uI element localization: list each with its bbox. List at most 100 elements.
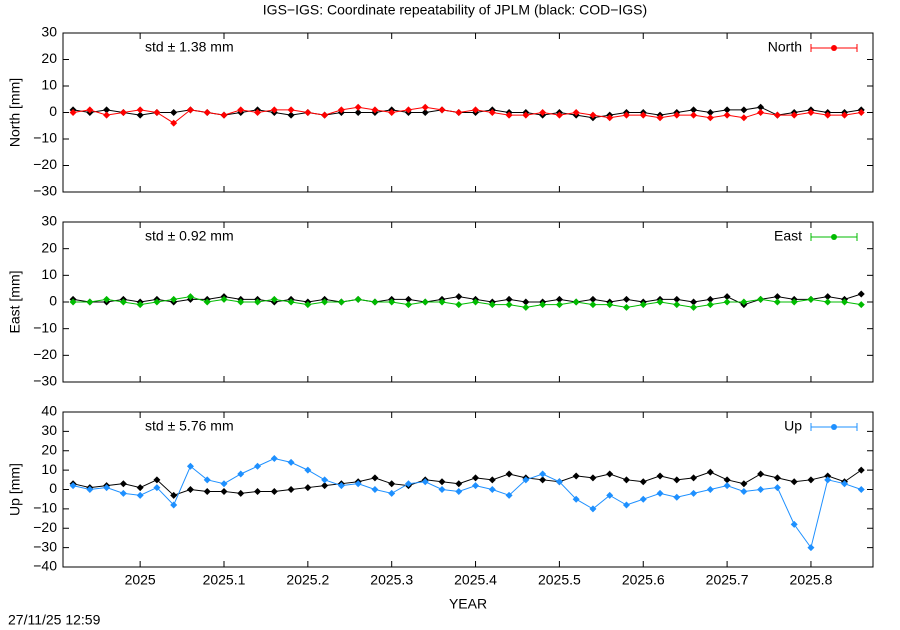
data-point — [656, 114, 664, 122]
data-point — [103, 484, 111, 492]
data-point — [522, 303, 530, 311]
data-point — [690, 111, 698, 119]
data-point — [404, 480, 412, 488]
data-point — [539, 470, 547, 478]
data-point — [572, 472, 580, 480]
data-point — [857, 466, 865, 474]
data-point — [790, 298, 798, 306]
y-tick-label: −30 — [33, 373, 57, 389]
data-point — [388, 109, 396, 116]
data-point — [153, 476, 161, 484]
y-tick-label: −20 — [33, 156, 57, 172]
data-point — [237, 470, 245, 478]
data-point — [119, 298, 127, 306]
data-point — [723, 476, 731, 484]
data-point — [555, 295, 563, 303]
data-point — [555, 301, 563, 309]
data-point — [472, 106, 480, 114]
data-point — [170, 491, 178, 499]
data-point — [254, 298, 262, 306]
data-point — [723, 482, 731, 490]
data-point — [136, 301, 144, 309]
data-point — [572, 109, 580, 116]
x-tick-label: 2025.1 — [203, 572, 246, 588]
y-tick-label: −30 — [33, 538, 57, 554]
x-axis-label: YEAR — [449, 596, 487, 612]
data-point — [639, 495, 647, 503]
data-point — [773, 298, 781, 306]
annotation: std ± 5.76 mm — [145, 418, 234, 434]
chart-title: IGS−IGS: Coordinate repeatability of JPL… — [263, 2, 647, 18]
data-point — [103, 295, 111, 303]
data-point — [757, 103, 765, 111]
data-point — [287, 106, 295, 114]
y-tick-label: 20 — [41, 441, 57, 457]
data-point — [639, 478, 647, 486]
data-point — [505, 491, 513, 499]
data-point — [371, 298, 379, 306]
data-point — [690, 106, 698, 114]
data-point — [857, 290, 865, 298]
y-axis-label: North [mm] — [7, 78, 23, 147]
data-point — [606, 470, 614, 478]
data-point — [438, 478, 446, 486]
data-point — [170, 109, 178, 116]
data-point — [438, 298, 446, 306]
legend-swatch — [831, 424, 837, 430]
y-tick-label: 10 — [41, 266, 57, 282]
data-point — [136, 484, 144, 492]
data-point — [69, 109, 77, 116]
legend-label: East — [774, 228, 802, 244]
y-tick-label: 30 — [41, 213, 57, 229]
data-point — [690, 303, 698, 311]
x-tick-label: 2025.8 — [790, 572, 833, 588]
data-point — [824, 476, 832, 484]
data-point — [790, 478, 798, 486]
legend-swatch — [831, 45, 837, 51]
data-point — [354, 295, 362, 303]
data-point — [539, 301, 547, 309]
data-point — [740, 298, 748, 306]
data-point — [304, 301, 312, 309]
data-point — [622, 111, 630, 119]
data-point — [656, 489, 664, 497]
data-point — [773, 293, 781, 301]
data-point — [186, 293, 194, 301]
data-point — [706, 468, 714, 476]
data-point — [86, 298, 94, 306]
data-point — [472, 298, 480, 306]
data-point — [723, 298, 731, 306]
data-point — [103, 111, 111, 119]
y-tick-label: −10 — [33, 319, 57, 335]
data-point — [270, 106, 278, 114]
data-point — [505, 301, 513, 309]
data-point — [639, 301, 647, 309]
y-tick-label: 20 — [41, 239, 57, 255]
y-tick-label: 10 — [41, 461, 57, 477]
data-point — [773, 111, 781, 119]
data-point — [773, 484, 781, 492]
data-point — [388, 298, 396, 306]
data-point — [673, 295, 681, 303]
data-point — [69, 482, 77, 490]
plot-frame — [62, 411, 874, 568]
data-point — [270, 295, 278, 303]
legend-swatch — [831, 234, 837, 240]
data-point — [455, 487, 463, 495]
data-point — [706, 486, 714, 493]
data-point — [622, 501, 630, 509]
data-point — [639, 111, 647, 119]
data-point — [824, 472, 832, 480]
data-point — [757, 486, 765, 493]
y-axis-label: Up [mm] — [7, 463, 23, 516]
data-point — [622, 476, 630, 484]
data-point — [589, 295, 597, 303]
data-point — [488, 109, 496, 116]
data-point — [371, 474, 379, 482]
data-point — [622, 303, 630, 311]
data-point — [287, 458, 295, 466]
data-point — [807, 544, 815, 552]
data-point — [606, 114, 614, 122]
data-point — [321, 298, 329, 306]
data-point — [136, 491, 144, 499]
